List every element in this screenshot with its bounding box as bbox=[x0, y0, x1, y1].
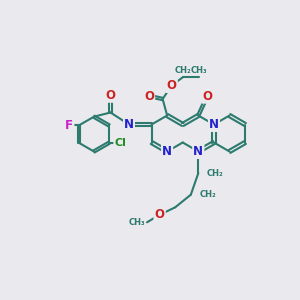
Text: N: N bbox=[124, 118, 134, 131]
Text: N: N bbox=[162, 145, 172, 158]
Text: O: O bbox=[144, 89, 154, 103]
Text: N: N bbox=[193, 145, 203, 158]
Text: CH₃: CH₃ bbox=[129, 218, 146, 227]
Text: CH₂: CH₂ bbox=[207, 169, 224, 178]
Text: N: N bbox=[193, 145, 203, 158]
Text: CH₂: CH₂ bbox=[175, 66, 191, 75]
Text: O: O bbox=[167, 79, 177, 92]
Text: O: O bbox=[144, 89, 154, 103]
Text: N: N bbox=[124, 118, 134, 131]
Text: Cl: Cl bbox=[115, 138, 126, 148]
Text: N: N bbox=[209, 118, 219, 131]
Text: O: O bbox=[106, 88, 116, 102]
Text: N: N bbox=[209, 118, 219, 131]
Text: O: O bbox=[202, 89, 212, 103]
Text: F: F bbox=[65, 119, 73, 132]
Text: F: F bbox=[65, 119, 73, 132]
Text: O: O bbox=[167, 79, 177, 92]
Text: N: N bbox=[162, 145, 172, 158]
Text: O: O bbox=[154, 208, 165, 221]
Text: O: O bbox=[202, 89, 212, 103]
Text: Cl: Cl bbox=[115, 138, 126, 148]
Text: CH₃: CH₃ bbox=[190, 66, 207, 75]
Text: CH₂: CH₂ bbox=[199, 190, 216, 199]
Text: O: O bbox=[154, 208, 165, 221]
Text: O: O bbox=[106, 88, 116, 102]
